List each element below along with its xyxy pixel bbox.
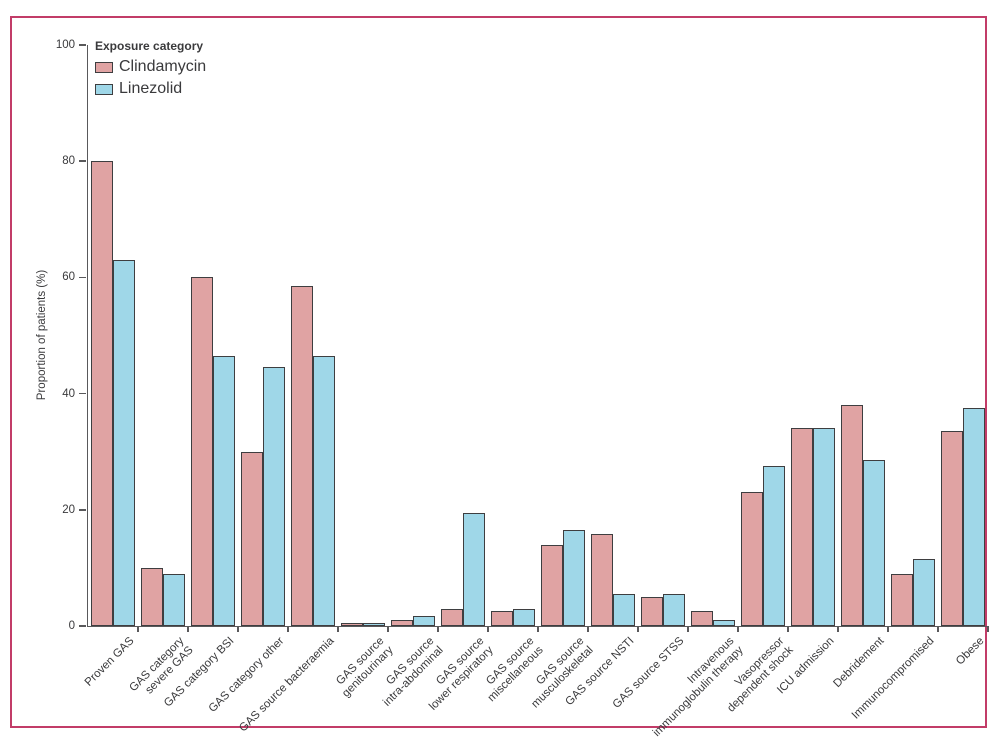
bar-clindamycin xyxy=(691,611,713,626)
bar-linezolid xyxy=(813,428,835,626)
figure-frame: 0 20 40 60 80 100 Proven GAS GAS category sever… xyxy=(10,16,989,739)
y-axis-tick-label: 0 xyxy=(68,620,75,632)
x-axis-tick xyxy=(237,626,239,632)
x-axis-tick xyxy=(337,626,339,632)
bar-linezolid xyxy=(513,608,535,626)
bar-linezolid xyxy=(363,623,385,626)
y-axis-tick-label: 100 xyxy=(55,39,75,51)
y-axis-tick-label: 60 xyxy=(62,271,75,284)
bar-clindamycin xyxy=(941,431,963,626)
bar-group xyxy=(588,45,638,626)
bar-linezolid xyxy=(963,408,985,626)
bar-group xyxy=(638,45,688,626)
x-axis-tick xyxy=(587,626,589,632)
bar-linezolid xyxy=(563,530,585,626)
bar-linezolid xyxy=(263,367,285,626)
bar-linezolid xyxy=(913,559,935,626)
y-axis-title: Proportion of patients (%) xyxy=(36,269,48,401)
x-axis-tick xyxy=(837,626,839,632)
x-axis-tick xyxy=(937,626,939,632)
bar-linezolid xyxy=(863,460,885,626)
bar-linezolid xyxy=(713,620,735,626)
x-axis-tick xyxy=(787,626,789,632)
bar-linezolid xyxy=(463,512,485,626)
y-axis-tick-label: 20 xyxy=(62,503,75,516)
legend-label-linezolid: Linezolid xyxy=(119,80,183,97)
bar-clindamycin xyxy=(491,611,513,626)
y-axis-tick-label: 40 xyxy=(62,387,75,400)
bar-group xyxy=(938,45,988,626)
bar-linezolid xyxy=(313,355,335,626)
y-axis-tick xyxy=(79,625,87,627)
bar-clindamycin xyxy=(541,544,563,626)
bar-group xyxy=(788,45,838,626)
y-axis-tick xyxy=(79,44,87,46)
bar-group xyxy=(438,45,488,626)
bar-linezolid xyxy=(613,594,635,626)
y-axis-tick xyxy=(79,276,87,279)
bar-group xyxy=(138,45,188,626)
bar-group xyxy=(688,45,738,626)
x-axis-tick xyxy=(287,626,289,632)
x-axis-tick xyxy=(487,626,489,632)
x-axis-tick xyxy=(687,626,689,632)
bar-clindamycin xyxy=(891,573,913,626)
bar-linezolid xyxy=(113,259,135,626)
bar-clindamycin xyxy=(441,608,463,626)
legend-label-clindamycin: Clindamycin xyxy=(119,58,207,75)
y-axis-tick xyxy=(79,392,87,395)
legend-item-linezolid: Linezolid xyxy=(95,80,206,98)
bar-group xyxy=(338,45,388,626)
bar-clindamycin xyxy=(141,567,163,626)
x-axis-tick xyxy=(537,626,539,632)
bar-linezolid xyxy=(763,466,785,626)
linezolid-swatch-icon xyxy=(95,83,113,95)
bar-linezolid xyxy=(413,615,435,626)
x-axis-tick xyxy=(987,626,989,632)
bar-group xyxy=(388,45,438,626)
bar-clindamycin xyxy=(591,534,613,626)
bar-linezolid xyxy=(163,573,185,626)
bar-group xyxy=(288,45,338,626)
plot-area: 0 20 40 60 80 100 Proven GAS GAS category sever… xyxy=(56,39,989,739)
bar-clindamycin xyxy=(341,623,363,626)
y-axis-tick xyxy=(79,509,87,511)
x-axis-tick xyxy=(887,626,889,632)
x-axis-tick xyxy=(637,626,639,632)
x-axis-tick xyxy=(387,626,389,632)
bar-group xyxy=(738,45,788,626)
bar-linezolid xyxy=(213,355,235,626)
bar-linezolid xyxy=(663,594,685,626)
y-axis-tick-label: 80 xyxy=(62,155,75,168)
bar-clindamycin xyxy=(841,405,863,626)
legend-title: Exposure category xyxy=(95,39,204,53)
legend-item-clindamycin: Clindamycin xyxy=(95,58,206,76)
bar-clindamycin xyxy=(191,277,213,626)
bar-group xyxy=(838,45,888,626)
y-axis-tick xyxy=(79,160,87,162)
x-axis-tick xyxy=(737,626,739,632)
x-axis-tick xyxy=(137,626,139,632)
bar-clindamycin xyxy=(641,596,663,626)
bar-clindamycin xyxy=(91,161,113,626)
bar-clindamycin xyxy=(741,492,763,626)
bar-group xyxy=(88,45,138,626)
bar-group xyxy=(238,45,288,626)
bar-clindamycin xyxy=(391,620,413,626)
clindamycin-swatch-icon xyxy=(95,61,113,73)
bar-group xyxy=(538,45,588,626)
bar-clindamycin xyxy=(791,428,813,626)
bar-group xyxy=(488,45,538,626)
x-axis-tick xyxy=(187,626,189,632)
bar-group xyxy=(188,45,238,626)
legend: Exposure category Clindamycin Linezolid xyxy=(95,39,206,102)
bar-clindamycin xyxy=(241,451,263,626)
x-axis-tick xyxy=(437,626,439,632)
bar-clindamycin xyxy=(291,286,313,626)
bar-group xyxy=(888,45,938,626)
